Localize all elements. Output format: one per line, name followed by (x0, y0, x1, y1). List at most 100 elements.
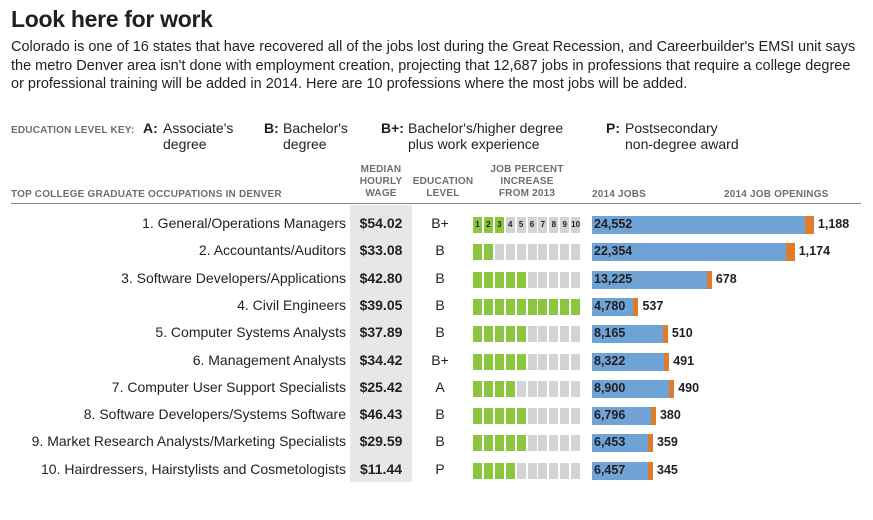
median-wage: $25.42 (359, 379, 403, 395)
wage-header: MEDIAN HOURLY WAGE (352, 164, 410, 200)
increase-scale-number: 5 (516, 217, 526, 233)
increase-square (505, 272, 515, 288)
openings-header: 2014 JOB OPENINGS (724, 189, 829, 200)
increase-square (473, 435, 482, 451)
increase-square (473, 244, 482, 260)
occupation-label: 8. Software Developers/Systems Software (83, 406, 346, 422)
occupation-label: 2. Accountants/Auditors (198, 242, 346, 258)
education-level: B (435, 433, 445, 449)
median-wage: $34.42 (359, 352, 403, 368)
increase-square (494, 463, 504, 479)
jobs-label: 6,796 (594, 408, 626, 422)
increase-scale-number: 9 (560, 217, 570, 233)
increase-square (505, 408, 515, 424)
increase-scale-number: 10 (571, 217, 581, 233)
increase-square (560, 408, 570, 424)
increase-square (549, 326, 559, 342)
increase-scale-number: 8 (549, 217, 559, 233)
increase-square (571, 354, 581, 370)
increase-square (494, 354, 504, 370)
openings-bar (633, 298, 639, 316)
increase-square (483, 299, 493, 315)
increase-square (527, 381, 537, 397)
increase-square (549, 381, 559, 397)
increase-square (483, 408, 493, 424)
occupation-label: 6. Management Analysts (192, 352, 346, 368)
key-code: A: (143, 120, 158, 136)
increase-square (483, 326, 493, 342)
increase-square (516, 272, 526, 288)
key-item-postsecondary: P: Postsecondary non-degree award (606, 120, 739, 152)
increase-square (516, 381, 526, 397)
header-line: FROM 2013 (498, 188, 556, 199)
jobs-bar: 8,165 (592, 325, 663, 343)
openings-bar (785, 243, 795, 261)
openings-label: 537 (642, 299, 664, 313)
increase-square (527, 272, 537, 288)
key-desc-line: plus work experience (408, 136, 540, 152)
occupations-header: TOP COLLEGE GRADUATE OCCUPATIONS IN DENV… (11, 189, 282, 200)
openings-bar (805, 216, 814, 234)
occupation-label: 1. General/Operations Managers (142, 215, 346, 231)
increase-square (483, 354, 493, 370)
increase-square (505, 463, 515, 479)
increase-square (483, 435, 493, 451)
header-line: EDUCATION (412, 176, 474, 187)
openings-label: 1,188 (817, 217, 850, 231)
increase-square (527, 463, 537, 479)
occupation-label: 4. Civil Engineers (237, 297, 346, 313)
increase-square (538, 326, 548, 342)
increase-square (560, 272, 570, 288)
openings-label: 510 (671, 326, 693, 340)
increase-square (505, 326, 515, 342)
increase-square (505, 354, 515, 370)
increase-square (516, 463, 526, 479)
header-line: LEVEL (426, 188, 460, 199)
increase-scale-number: 2 (483, 217, 493, 233)
increase-square (538, 299, 548, 315)
jobs-label: 8,165 (594, 326, 626, 340)
increase-square (560, 381, 570, 397)
header-line: INCREASE (500, 176, 554, 187)
increase-square (505, 381, 515, 397)
increase-square (473, 272, 482, 288)
education-header: EDUCATION LEVEL (410, 176, 476, 200)
key-code: P: (606, 120, 620, 136)
increase-square (483, 381, 493, 397)
key-item-associate: A: Associate's degree (143, 120, 233, 152)
openings-label: 490 (678, 381, 700, 395)
openings-label: 359 (656, 435, 678, 449)
increase-square (560, 244, 570, 260)
openings-bar (662, 325, 668, 343)
increase-square (571, 299, 581, 315)
increase-square (516, 326, 526, 342)
openings-bar (647, 434, 653, 452)
openings-bar (664, 353, 670, 371)
openings-label: 678 (715, 272, 737, 286)
increase-square (560, 435, 570, 451)
median-wage: $46.43 (359, 406, 403, 422)
increase-square (505, 299, 515, 315)
increase-square (549, 244, 559, 260)
increase-square (538, 244, 548, 260)
increase-square (571, 381, 581, 397)
increase-square (538, 463, 548, 479)
increase-square (549, 272, 559, 288)
jobs-label: 22,354 (594, 244, 633, 258)
increase-square (527, 408, 537, 424)
key-desc-line: Postsecondary (625, 120, 718, 136)
increase-square (516, 435, 526, 451)
education-level: B (435, 297, 445, 313)
education-level: B (435, 242, 445, 258)
education-level: B (435, 406, 445, 422)
header-line: MEDIAN (360, 164, 402, 175)
openings-bar (706, 271, 712, 289)
increase-square (494, 408, 504, 424)
page-title: Look here for work (11, 6, 213, 32)
increase-square (560, 299, 570, 315)
jobs-header: 2014 JOBS (592, 189, 647, 200)
increase-square (538, 272, 548, 288)
increase-square (527, 326, 537, 342)
occupation-label: 10. Hairdressers, Hairstylists and Cosme… (41, 461, 346, 477)
increase-square (527, 299, 537, 315)
